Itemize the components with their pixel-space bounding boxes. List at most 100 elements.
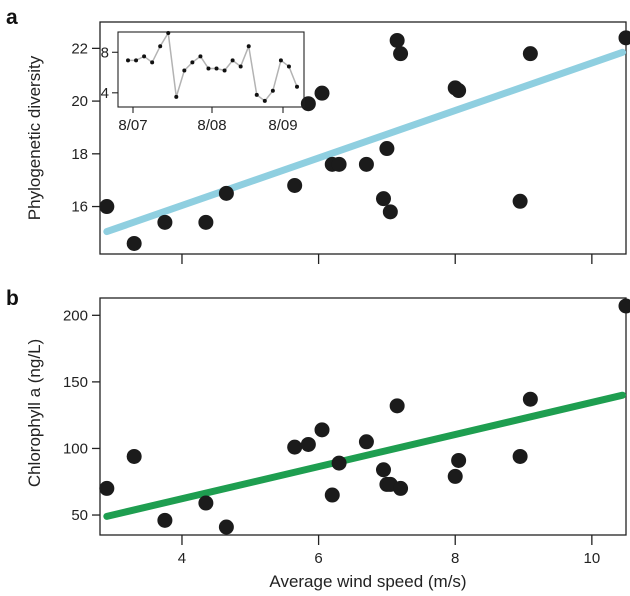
panel-b-ytick-label: 150 [63, 374, 88, 391]
inset-data-point [182, 68, 187, 73]
panel-a-frame [99, 21, 627, 255]
panel-b-yticks: 50 100 150 200 [63, 307, 100, 524]
panel-b-points [99, 298, 630, 535]
inset-chart: 48 8/07 8/08 8/09 [101, 30, 305, 134]
panel-a-data-point [451, 83, 467, 99]
panel-b-data-point [447, 468, 463, 484]
inset-xtick-label: 8/08 [197, 117, 226, 134]
inset-data-point [150, 60, 155, 65]
panel-b-data-point [375, 462, 391, 478]
panel-a-data-point [314, 85, 330, 101]
panel-b-ylabel: Chlorophyll a (ng/L) [25, 339, 44, 487]
panel-a-data-point [389, 32, 405, 48]
panel-a-fit-line [103, 48, 627, 236]
panel-b-data-point [324, 487, 340, 503]
panel-b-regression-line [103, 391, 627, 520]
inset-data-point [238, 64, 243, 69]
inset-data-point [270, 88, 275, 93]
panel-a-ylabel: Phylogenetic diversity [25, 55, 44, 220]
inset-ytick-label: 8 [101, 44, 109, 61]
panel-a-ytick-label: 20 [71, 93, 88, 110]
panel-a-data-point [218, 185, 234, 201]
panel-a-data-point [99, 199, 115, 215]
inset-data-point [286, 64, 291, 69]
panel-a-yticks: 16 18 20 22 [71, 40, 100, 216]
panel-b-data-point [99, 480, 115, 496]
inset-data-point [295, 84, 299, 89]
panel-a-xticks [181, 254, 593, 264]
panel-b-data-point [512, 448, 528, 464]
panel-b-ytick-label: 100 [63, 440, 88, 457]
panel-a-data-point [379, 141, 395, 157]
inset-data-point [166, 31, 171, 36]
panel-a-ytick-label: 22 [71, 40, 88, 57]
panel-a-ytick-label: 16 [71, 199, 88, 216]
panel-a-regression-line [103, 48, 627, 236]
inset-data-point [134, 58, 139, 63]
inset-data-point [262, 98, 267, 103]
inset-series-points [126, 31, 299, 103]
panel-b-data-point [126, 448, 142, 464]
panel-b-data-point [314, 422, 330, 438]
panel-b-fit-line [103, 391, 627, 520]
panel-a-points [99, 30, 630, 251]
panel-a-data-point [393, 46, 409, 62]
inset-xtick-label: 8/09 [268, 117, 297, 134]
panel-b: b Chlorophyll a (ng/L) Average wind spee… [6, 287, 630, 591]
panel-b-xticks: 4 6 8 10 [178, 535, 600, 567]
panel-b-data-point [389, 398, 405, 414]
panel-b-data-point [522, 391, 538, 407]
panel-b-data-point [300, 436, 316, 452]
panel-b-data-point [198, 495, 214, 511]
panel-b-data-point [331, 455, 347, 471]
inset-data-point [190, 60, 195, 65]
inset-data-point [214, 66, 219, 71]
inset-data-point [230, 58, 235, 63]
inset-data-point [158, 44, 163, 49]
inset-data-point [126, 58, 130, 63]
x-axis-label: Average wind speed (m/s) [269, 572, 466, 591]
panel-b-data-point [393, 480, 409, 496]
inset-xtick-label: 8/07 [118, 117, 147, 134]
panel-a-data-point [126, 235, 142, 251]
panel-b-data-point [451, 452, 467, 468]
panel-a-data-point [512, 193, 528, 209]
inset-data-point [254, 92, 259, 97]
inset-data-point [198, 54, 203, 59]
panel-a-data-point [375, 191, 391, 207]
panel-a-data-point [300, 96, 316, 112]
panel-b-data-point [358, 434, 374, 450]
panel-b-frame [99, 297, 627, 536]
inset-data-point [222, 68, 227, 73]
inset-frame [117, 31, 305, 108]
inset-series-line [128, 30, 298, 102]
panel-b-xtick-label: 10 [584, 550, 601, 567]
panel-a-data-point [382, 204, 398, 220]
inset-data-point [206, 66, 211, 71]
inset-yticks: 48 [101, 44, 118, 102]
panel-b-xtick-label: 8 [451, 550, 459, 567]
panel-b-data-point [287, 439, 303, 455]
panel-a-data-point [358, 156, 374, 172]
inset-data-point [278, 58, 283, 63]
panel-b-xtick-label: 4 [178, 550, 186, 567]
panel-a-data-point [331, 156, 347, 172]
inset-ytick-label: 4 [101, 85, 109, 102]
inset-xticks: 8/07 8/08 8/09 [118, 107, 298, 134]
panel-b-ytick-label: 50 [71, 507, 88, 524]
inset-polyline [128, 30, 298, 102]
panel-b-data-point [157, 512, 173, 528]
panel-a-data-point [198, 214, 214, 230]
panel-b-ytick-label: 200 [63, 307, 88, 324]
panel-b-xtick-label: 6 [314, 550, 322, 567]
panel-b-data-point [218, 519, 234, 535]
panel-a-ytick-label: 18 [71, 146, 88, 163]
inset-data-point [142, 54, 147, 59]
panel-a-label: a [6, 6, 18, 29]
panel-a-data-point [618, 30, 630, 46]
inset-data-point [174, 94, 179, 99]
panel-a-data-point [157, 214, 173, 230]
panel-b-label: b [6, 287, 19, 310]
